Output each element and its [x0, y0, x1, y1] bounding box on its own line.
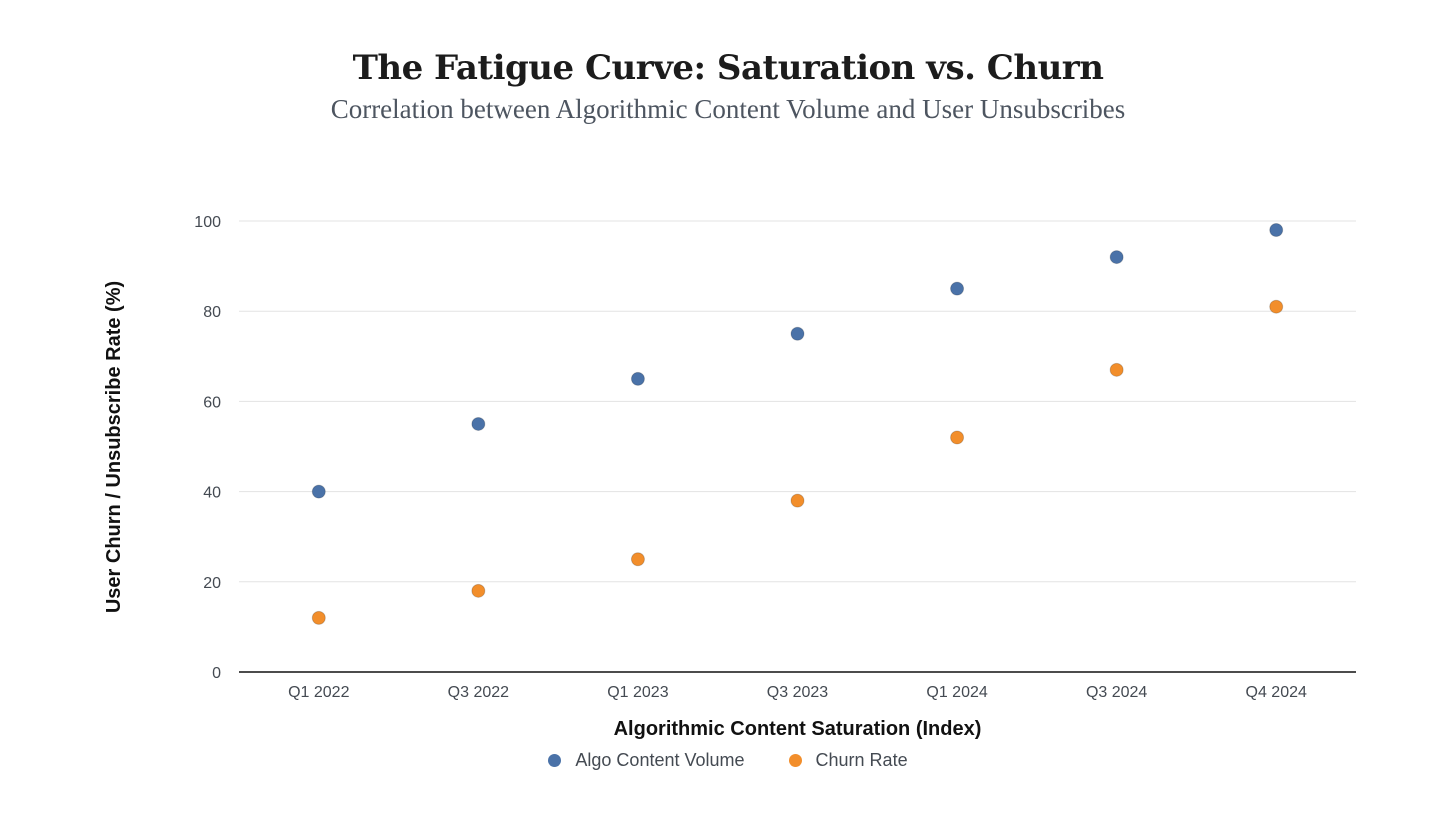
x-tick-label: Q1 2022	[288, 684, 349, 701]
x-tick-labels: Q1 2022 Q3 2022 Q1 2023 Q3 2023 Q1 2024 Q3 20…	[288, 684, 1307, 701]
data-point-series-1	[630, 371, 645, 386]
x-tick-label: Q1 2024	[926, 684, 987, 701]
chart-legend: Algo Content Volume Churn Rate	[0, 750, 1456, 771]
y-tick-label: 0	[212, 665, 221, 682]
legend-label: Churn Rate	[815, 750, 908, 770]
x-tick-label: Q3 2023	[767, 684, 828, 701]
data-point-series-1	[311, 484, 326, 499]
x-tick-label: Q1 2023	[607, 684, 668, 701]
data-point-series-1	[1269, 223, 1284, 238]
y-tick-label: 60	[203, 394, 221, 411]
legend-item-1: Algo Content Volume	[548, 750, 745, 771]
chart-subtitle: Correlation between Algorithmic Content …	[330, 94, 1126, 124]
data-point-series-2	[311, 610, 326, 625]
legend-label: Algo Content Volume	[575, 750, 745, 770]
x-tick-label: Q3 2024	[1086, 684, 1147, 701]
data-points	[311, 223, 1284, 625]
data-point-series-1	[471, 416, 486, 431]
data-point-series-2	[630, 552, 645, 567]
data-point-series-2	[1109, 362, 1124, 377]
y-tick-label: 80	[203, 304, 221, 321]
x-tick-label: Q4 2024	[1246, 684, 1307, 701]
data-point-series-1	[790, 326, 805, 341]
data-point-series-2	[1269, 299, 1284, 314]
y-tick-label: 20	[203, 575, 221, 592]
y-axis-label: User Churn / Unsubscribe Rate (%)	[103, 281, 125, 613]
legend-item-2: Churn Rate	[788, 750, 908, 771]
grid-lines	[239, 220, 1356, 583]
data-point-series-2	[471, 583, 486, 598]
data-point-series-2	[950, 430, 965, 445]
data-point-series-1	[950, 281, 965, 296]
legend-marker-icon	[788, 754, 802, 767]
chart-title: The Fatigue Curve: Saturation vs. Churn	[352, 48, 1104, 88]
y-tick-labels: 0 20 40 60 80 100	[194, 214, 221, 682]
data-point-series-1	[1109, 250, 1124, 265]
x-axis-label: Algorithmic Content Saturation (Index)	[614, 718, 982, 740]
y-tick-label: 40	[203, 485, 221, 502]
legend-marker-icon	[548, 754, 562, 767]
data-point-series-2	[790, 493, 805, 508]
y-tick-label: 100	[194, 214, 221, 231]
x-tick-label: Q3 2022	[448, 684, 509, 701]
